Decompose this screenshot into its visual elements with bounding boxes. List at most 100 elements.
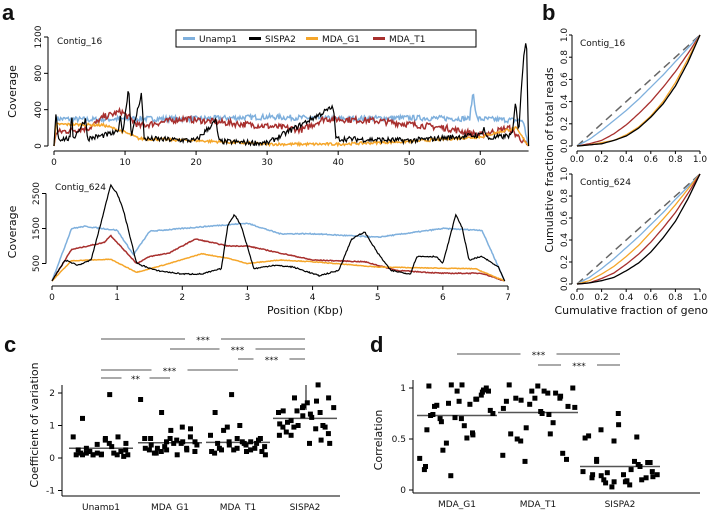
legend	[175, 29, 477, 48]
x-tick-label: 1	[114, 293, 120, 303]
x-tick-label: 1.0	[693, 293, 708, 303]
data-point	[325, 431, 331, 437]
data-point	[73, 452, 79, 458]
data-point	[423, 464, 428, 469]
y-tick-label: 0	[34, 143, 44, 149]
data-point	[164, 447, 170, 453]
data-point	[121, 453, 127, 459]
y-axis-label: Correlation	[372, 410, 385, 471]
panel-label-d: d	[370, 332, 383, 357]
coverage-line-mda_t1	[51, 234, 505, 282]
data-point	[215, 440, 221, 446]
data-point	[417, 455, 423, 461]
data-point	[80, 415, 85, 421]
y-axis-label: Cumulative fraction of total reads	[543, 67, 556, 253]
data-point	[295, 423, 301, 428]
data-point	[94, 441, 100, 447]
y-tick-label: 0.8	[560, 189, 570, 204]
y-tick-label: 0.0	[560, 139, 570, 154]
data-point	[248, 439, 254, 445]
data-point	[292, 395, 297, 401]
y-tick-label: 0.2	[560, 255, 570, 269]
data-point	[322, 424, 328, 430]
data-point	[231, 447, 237, 453]
y-tick-label: 500	[32, 255, 42, 272]
significance-label: ***	[265, 356, 279, 366]
data-point	[616, 422, 622, 428]
data-point	[547, 431, 553, 437]
data-point	[142, 436, 148, 441]
coverage-line-unamp1	[53, 93, 530, 147]
y-tick-label: 1	[400, 384, 406, 394]
x-tick-label: 60	[475, 158, 487, 168]
significance-label: **	[131, 375, 141, 385]
data-point	[171, 440, 177, 446]
data-point	[611, 479, 617, 485]
data-point	[252, 445, 258, 451]
data-point	[192, 449, 198, 454]
category-label: Unamp1	[82, 503, 120, 510]
y-tick-label: 1500	[32, 217, 42, 240]
category-label: SISPA2	[290, 503, 321, 510]
category-label: SISPA2	[605, 500, 636, 510]
data-point	[603, 480, 609, 486]
data-point	[184, 445, 190, 451]
y-tick-label: 0	[400, 486, 406, 496]
data-point	[138, 397, 144, 402]
data-point	[615, 411, 621, 416]
coverage-line-sispa2	[51, 183, 506, 282]
data-point	[291, 424, 297, 430]
data-point	[94, 450, 100, 456]
data-point	[300, 413, 306, 419]
data-point	[226, 442, 232, 448]
contig-label: Contig_16	[57, 37, 102, 47]
data-point	[580, 469, 586, 475]
data-point	[248, 447, 254, 453]
data-point	[529, 388, 535, 394]
data-point	[461, 423, 467, 429]
y-tick-label: 0.0	[560, 277, 570, 292]
lorenz-curve-sispa2	[576, 34, 701, 147]
data-point	[594, 456, 600, 462]
data-point	[500, 452, 506, 458]
data-point	[331, 405, 337, 411]
x-tick-label: 0.0	[570, 155, 585, 165]
data-point	[262, 444, 268, 450]
data-point	[209, 449, 215, 454]
data-point	[550, 420, 556, 426]
data-point	[179, 424, 185, 430]
data-point	[314, 398, 319, 404]
data-point	[650, 474, 656, 480]
lorenz-curve-unamp1	[576, 34, 701, 147]
data-point	[604, 470, 610, 476]
data-point	[643, 475, 649, 481]
data-point	[174, 452, 180, 458]
data-point	[483, 385, 489, 391]
data-point	[142, 445, 148, 451]
x-tick-label: 3	[245, 293, 251, 303]
data-point	[167, 436, 173, 441]
data-point	[226, 439, 232, 445]
data-point	[276, 410, 281, 415]
data-point	[114, 452, 120, 458]
data-point	[481, 387, 486, 393]
data-point	[280, 424, 286, 430]
coverage-line-mda_g1	[51, 252, 506, 282]
data-point	[304, 400, 310, 406]
data-point	[582, 435, 588, 441]
data-point	[532, 395, 538, 401]
x-tick-label: 50	[403, 158, 415, 168]
x-tick-label: 0	[51, 158, 57, 168]
data-point	[452, 415, 458, 421]
data-point	[448, 382, 454, 388]
x-tick-label: 0.6	[644, 155, 659, 165]
data-point	[634, 434, 640, 440]
panel-label-b: b	[542, 0, 555, 25]
data-point	[148, 436, 154, 441]
x-tick-label: 20	[190, 158, 202, 168]
data-point	[187, 434, 193, 440]
data-point	[541, 388, 547, 394]
data-point	[164, 439, 169, 445]
data-point	[115, 434, 121, 440]
data-point	[570, 385, 576, 391]
